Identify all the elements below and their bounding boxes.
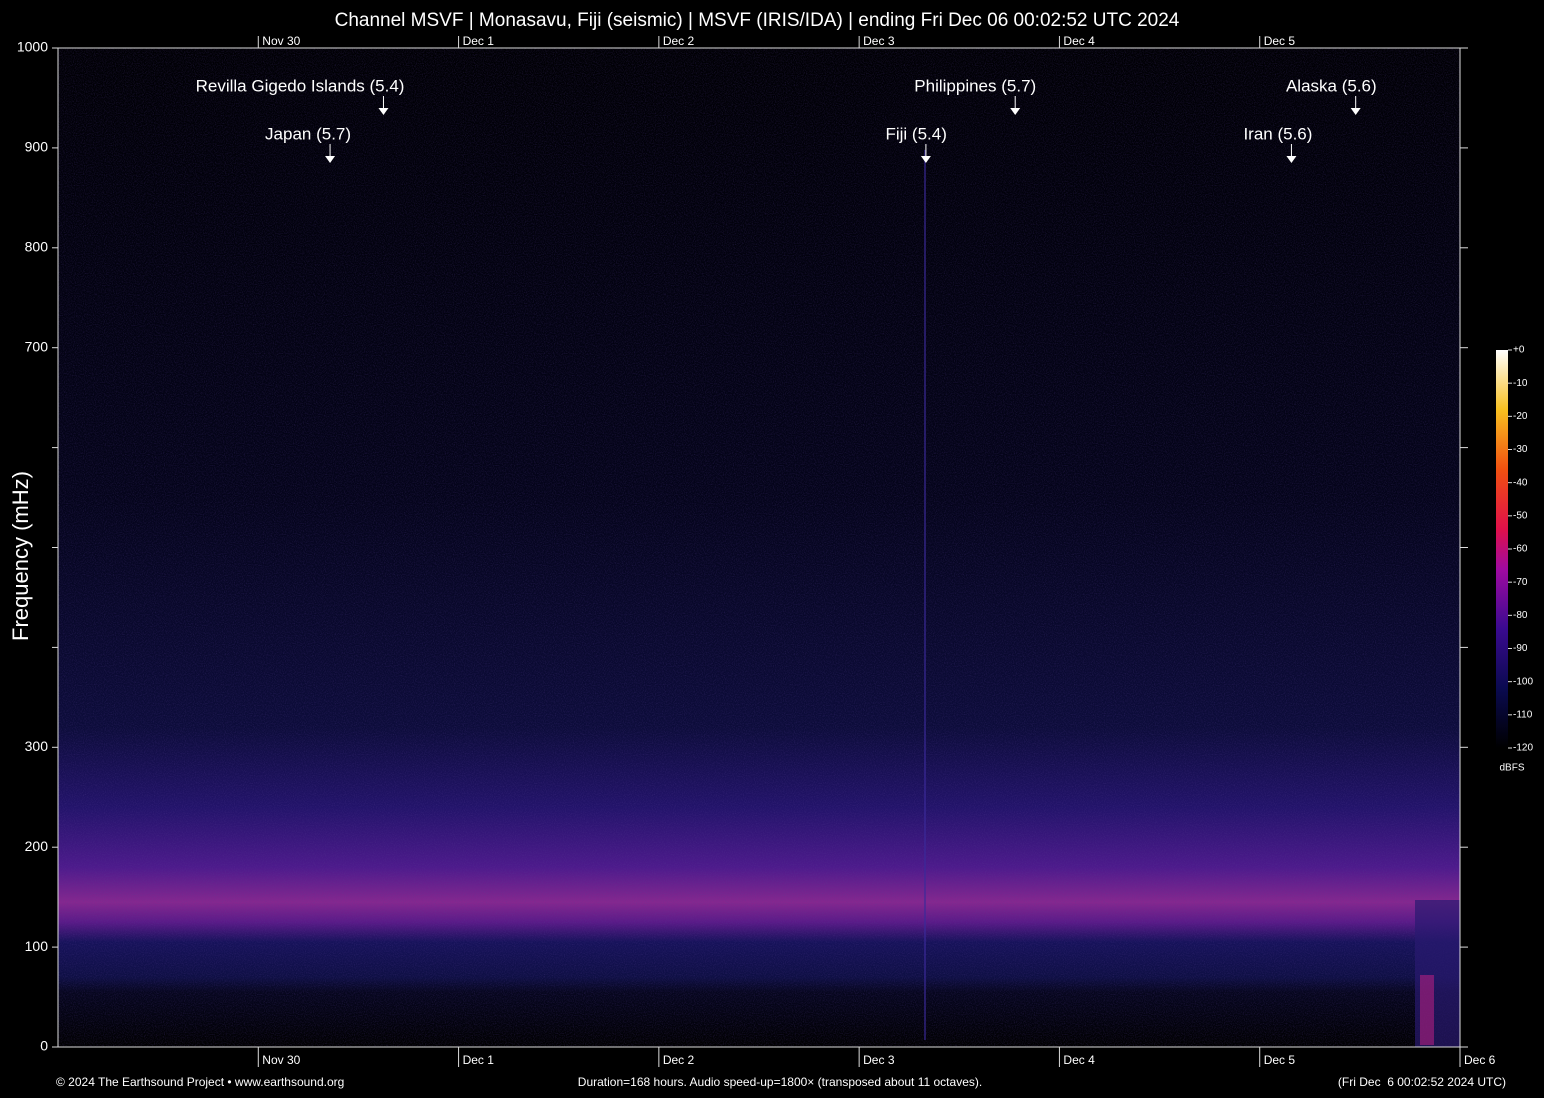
colorbar-tick-label: +0 bbox=[1513, 345, 1525, 356]
event-arrowhead bbox=[325, 156, 336, 163]
colorbar-tick-label: -60 bbox=[1513, 544, 1528, 555]
event-label: Japan (5.7) bbox=[265, 124, 351, 143]
x-tick-label: Nov 30 bbox=[262, 34, 300, 48]
y-tick-label: 200 bbox=[25, 838, 49, 854]
colorbar-tick-label: -50 bbox=[1513, 510, 1528, 521]
event-trace bbox=[924, 150, 926, 1040]
spectrogram-noise bbox=[58, 48, 1460, 1047]
footer-center: Duration=168 hours. Audio speed-up=1800×… bbox=[578, 1075, 982, 1089]
x-tick-label: Dec 4 bbox=[1063, 34, 1095, 48]
colorbar-tick-label: -90 bbox=[1513, 643, 1528, 654]
x-tick-label: Dec 1 bbox=[463, 1053, 495, 1067]
colorbar-tick-label: -70 bbox=[1513, 577, 1528, 588]
x-tick-label: Dec 5 bbox=[1264, 1053, 1296, 1067]
event-arrowhead bbox=[1010, 108, 1021, 115]
x-tick-label: Dec 6 bbox=[1464, 1053, 1496, 1067]
event-arrowhead bbox=[1286, 156, 1297, 163]
x-tick-label: Dec 4 bbox=[1063, 1053, 1095, 1067]
y-tick-label: 900 bbox=[25, 139, 49, 155]
event-label: Revilla Gigedo Islands (5.4) bbox=[196, 76, 405, 95]
event-label: Alaska (5.6) bbox=[1286, 76, 1377, 95]
y-tick-label: 1000 bbox=[17, 39, 48, 55]
y-tick-label: 0 bbox=[40, 1038, 48, 1054]
chart-title: Channel MSVF | Monasavu, Fiji (seismic) … bbox=[335, 10, 1180, 31]
y-tick-label: 300 bbox=[25, 738, 49, 754]
event-arrowhead bbox=[920, 156, 931, 163]
colorbar-tick-label: -100 bbox=[1513, 676, 1533, 687]
colorbar-tick-label: -30 bbox=[1513, 444, 1528, 455]
x-tick-label: Dec 2 bbox=[663, 34, 695, 48]
colorbar-label: dBFS bbox=[1499, 763, 1524, 774]
event-label: Fiji (5.4) bbox=[885, 124, 946, 143]
event-label: Philippines (5.7) bbox=[914, 76, 1036, 95]
event-arrowhead bbox=[1350, 108, 1361, 115]
colorbar-tick-label: -40 bbox=[1513, 477, 1528, 488]
event-arrowhead bbox=[378, 108, 389, 115]
footer-left: © 2024 The Earthsound Project • www.eart… bbox=[56, 1075, 344, 1089]
event-label: Iran (5.6) bbox=[1243, 124, 1312, 143]
y-axis-label: Frequency (mHz) bbox=[8, 471, 33, 641]
x-tick-label: Dec 1 bbox=[463, 34, 495, 48]
x-tick-label: Nov 30 bbox=[262, 1053, 300, 1067]
y-tick-label: 100 bbox=[25, 938, 49, 954]
x-tick-label: Dec 3 bbox=[863, 1053, 895, 1067]
colorbar-tick-label: -20 bbox=[1513, 411, 1528, 422]
y-tick-label: 700 bbox=[25, 338, 49, 354]
y-tick-label: 800 bbox=[25, 239, 49, 255]
colorbar-tick-label: -110 bbox=[1513, 709, 1533, 720]
footer-right: (Fri Dec 6 00:02:52 2024 UTC) bbox=[1338, 1075, 1506, 1089]
x-tick-label: Dec 2 bbox=[663, 1053, 695, 1067]
colorbar bbox=[1496, 350, 1508, 748]
x-tick-label: Dec 3 bbox=[863, 34, 895, 48]
x-tick-label: Dec 5 bbox=[1264, 34, 1296, 48]
colorbar-tick-label: -10 bbox=[1513, 378, 1528, 389]
colorbar-tick-label: -80 bbox=[1513, 610, 1528, 621]
event-trace bbox=[1420, 975, 1434, 1045]
colorbar-tick-label: -120 bbox=[1513, 743, 1533, 754]
